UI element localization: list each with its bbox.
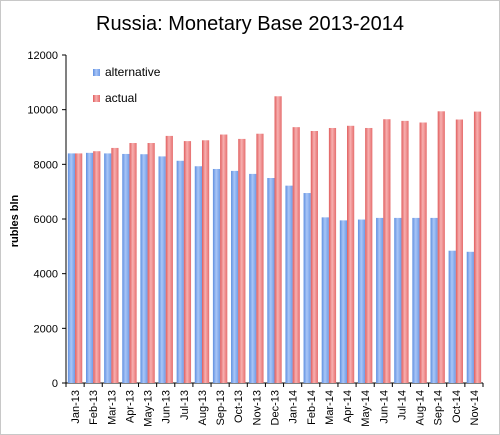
bar-actual [419,122,427,383]
bar-actual [437,111,445,383]
bar-alternative [194,166,202,383]
bar-actual [111,147,119,383]
chart-title: Russia: Monetary Base 2013-2014 [96,13,404,35]
bar-actual [473,111,482,383]
bar-alternative [158,156,166,383]
bar-actual [274,96,282,384]
y-tick-label: 0 [52,378,58,390]
x-tick-label: Jan-14 [288,390,300,424]
bar-alternative [122,153,130,383]
x-tick-label: Mar-14 [324,390,336,425]
bar-alternative [176,160,184,383]
bar-actual [165,135,173,383]
x-tick-label: Sep-14 [433,390,445,425]
bar-actual [93,151,101,383]
plot-area: 0 2000 4000 6000 8000 10000 12000 Jan-13 Feb-13 M… [27,50,484,427]
y-tick-label: 10000 [27,105,58,117]
bar-alternative [466,251,474,383]
bar-alternative [339,220,348,383]
y-tick-label: 12000 [27,50,58,62]
x-tick-label: Jun-14 [378,390,390,424]
bar-actual [129,143,137,383]
bar-actual [347,125,355,383]
bar-actual [238,138,246,383]
bar-alternative [285,185,293,383]
y-tick-label: 4000 [34,269,58,281]
x-tick-label: Oct-13 [233,390,245,423]
bar-alternative [430,217,438,383]
bar-actual [292,127,300,383]
x-tick-label: Oct-14 [451,390,463,423]
y-tick-label: 2000 [34,323,58,335]
y-tick-label: 8000 [34,159,58,171]
y-axis-label: rubles bln [9,194,21,247]
bar-alternative [267,178,275,383]
bar-actual [183,141,192,383]
bar-actual [310,130,318,383]
x-tick-label: Nov-13 [251,390,263,425]
bar-alternative [376,217,384,383]
x-tick-label: May-14 [360,390,372,427]
x-tick-label: Nov-14 [469,390,481,425]
bar-alternative [448,250,456,383]
x-tick-label: Jul-13 [179,390,191,420]
bar-actual [147,143,155,383]
bar-actual [365,127,373,383]
bar-alternative [249,173,257,383]
x-tick-label: Sep-13 [215,390,227,425]
bar-actual [401,120,409,383]
bar-alternative [231,170,239,383]
x-tick-label: May-13 [143,390,155,427]
legend-label-actual: actual [105,91,137,105]
bar-actual [328,127,337,383]
x-tick-label: Feb-14 [306,390,318,425]
bar-actual [256,133,264,383]
bar-actual [383,119,391,383]
x-tick-label: Aug-14 [415,390,427,425]
x-tick-label: Feb-13 [88,390,100,425]
x-tick-label: Mar-13 [106,390,118,425]
bar-actual [220,134,228,383]
x-tick-label: Jun-13 [161,390,173,424]
x-tick-label: Jan-13 [70,390,82,424]
bar-actual [455,119,464,384]
bar-alternative [67,153,76,383]
bar-alternative [104,153,112,383]
bar-alternative [85,152,94,383]
legend-label-alternative: alternative [105,65,161,79]
bar-alternative [394,217,402,383]
bar-alternative [321,217,329,383]
bar-alternative [303,193,311,383]
bar-actual [201,140,210,383]
legend-swatch-alternative [93,69,100,76]
x-tick-label: Aug-13 [197,390,209,425]
x-tick-label: Dec-13 [270,390,282,425]
y-tick-label: 6000 [34,214,58,226]
bar-alternative [357,219,366,383]
x-tick-label: Apr-14 [342,390,354,423]
bar-alternative [412,217,420,383]
bar-alternative [212,168,221,383]
legend-swatch-actual [93,95,100,102]
x-tick-label: Jul-14 [396,390,408,420]
bar-actual [75,153,83,383]
x-tick-label: Apr-13 [124,390,136,423]
bar-alternative [140,154,148,383]
